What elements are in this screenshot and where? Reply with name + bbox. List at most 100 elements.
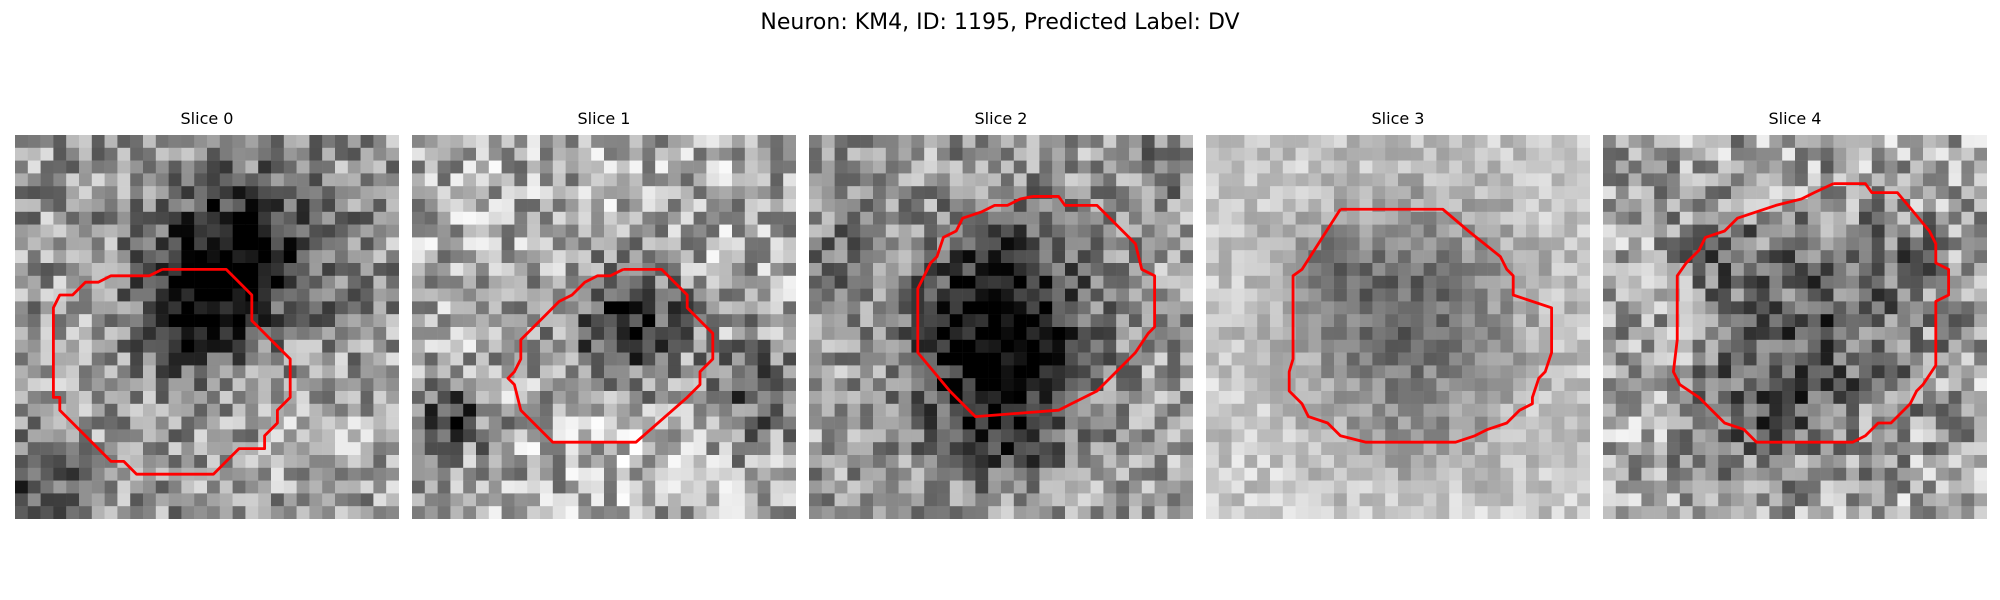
image-pixel — [1090, 391, 1104, 405]
image-pixel — [347, 365, 361, 379]
image-pixel — [232, 224, 246, 238]
image-pixel — [1743, 135, 1757, 149]
image-pixel — [1013, 199, 1027, 213]
image-pixel — [1871, 327, 1885, 341]
image-pixel — [1935, 339, 1949, 353]
image-pixel — [1487, 352, 1501, 366]
image-pixel — [1039, 352, 1053, 366]
image-pixel — [1948, 429, 1962, 443]
image-pixel — [1935, 147, 1949, 161]
image-pixel — [155, 416, 169, 430]
image-pixel — [245, 263, 259, 277]
image-pixel — [1334, 339, 1348, 353]
image-pixel — [322, 506, 336, 519]
image-pixel — [1410, 455, 1424, 469]
image-pixel — [1039, 147, 1053, 161]
image-pixel — [757, 378, 771, 392]
image-pixel — [1833, 301, 1847, 315]
image-pixel — [680, 275, 694, 289]
image-pixel — [1436, 263, 1450, 277]
image-pixel — [1948, 403, 1962, 417]
image-pixel — [975, 506, 989, 519]
image-pixel — [1385, 506, 1399, 519]
image-pixel — [924, 211, 938, 225]
image-pixel — [591, 442, 605, 456]
image-pixel — [975, 135, 989, 149]
image-pixel — [1923, 339, 1937, 353]
image-pixel — [1231, 429, 1245, 443]
image-pixel — [962, 250, 976, 264]
image-pixel — [335, 403, 349, 417]
image-pixel — [1577, 403, 1590, 417]
image-pixel — [1795, 224, 1809, 238]
image-pixel — [232, 314, 246, 328]
image-pixel — [949, 506, 963, 519]
image-pixel — [655, 327, 669, 341]
image-pixel — [1743, 391, 1757, 405]
image-pixel — [155, 301, 169, 315]
image-pixel — [770, 135, 784, 149]
image-pixel — [949, 493, 963, 507]
image-pixel — [104, 301, 118, 315]
image-pixel — [680, 506, 694, 519]
image-pixel — [1551, 301, 1565, 315]
image-pixel — [232, 250, 246, 264]
image-pixel — [1436, 160, 1450, 174]
image-pixel — [360, 391, 374, 405]
image-pixel — [1846, 506, 1860, 519]
image-pixel — [552, 199, 566, 213]
image-pixel — [629, 365, 643, 379]
image-pixel — [642, 301, 656, 315]
image-pixel — [821, 301, 835, 315]
image-pixel — [1474, 263, 1488, 277]
image-pixel — [616, 327, 630, 341]
image-pixel — [1385, 480, 1399, 494]
image-pixel — [79, 352, 93, 366]
image-pixel — [1551, 455, 1565, 469]
image-pixel — [591, 199, 605, 213]
image-pixel — [1244, 506, 1258, 519]
image-pixel — [1513, 506, 1527, 519]
image-pixel — [1359, 186, 1373, 200]
image-pixel — [1692, 147, 1706, 161]
image-pixel — [283, 455, 297, 469]
image-pixel — [1052, 378, 1066, 392]
image-pixel — [1449, 135, 1463, 149]
image-pixel — [1116, 250, 1130, 264]
image-pixel — [1846, 275, 1860, 289]
image-pixel — [1692, 327, 1706, 341]
image-pixel — [15, 250, 29, 264]
image-pixel — [1206, 403, 1220, 417]
image-pixel — [616, 173, 630, 187]
image-pixel — [1628, 416, 1642, 430]
image-pixel — [1692, 173, 1706, 187]
image-pixel — [1308, 365, 1322, 379]
image-pixel — [117, 378, 131, 392]
image-pixel — [360, 199, 374, 213]
image-pixel — [501, 211, 515, 225]
image-pixel — [155, 493, 169, 507]
image-pixel — [898, 135, 912, 149]
image-pixel — [1871, 378, 1885, 392]
image-pixel — [885, 429, 899, 443]
image-pixel — [732, 147, 746, 161]
image-pixel — [1718, 186, 1732, 200]
image-pixel — [1743, 263, 1757, 277]
image-pixel — [1436, 301, 1450, 315]
image-pixel — [1436, 493, 1450, 507]
image-pixel — [194, 391, 208, 405]
image-pixel — [501, 327, 515, 341]
image-pixel — [360, 288, 374, 302]
image-pixel — [91, 199, 105, 213]
image-pixel — [1334, 403, 1348, 417]
image-pixel — [565, 480, 579, 494]
image-pixel — [143, 250, 157, 264]
image-pixel — [1846, 378, 1860, 392]
image-pixel — [565, 135, 579, 149]
image-pixel — [949, 186, 963, 200]
image-pixel — [1474, 250, 1488, 264]
image-pixel — [1410, 442, 1424, 456]
image-pixel — [1218, 199, 1232, 213]
image-pixel — [1346, 147, 1360, 161]
image-pixel — [1372, 455, 1386, 469]
